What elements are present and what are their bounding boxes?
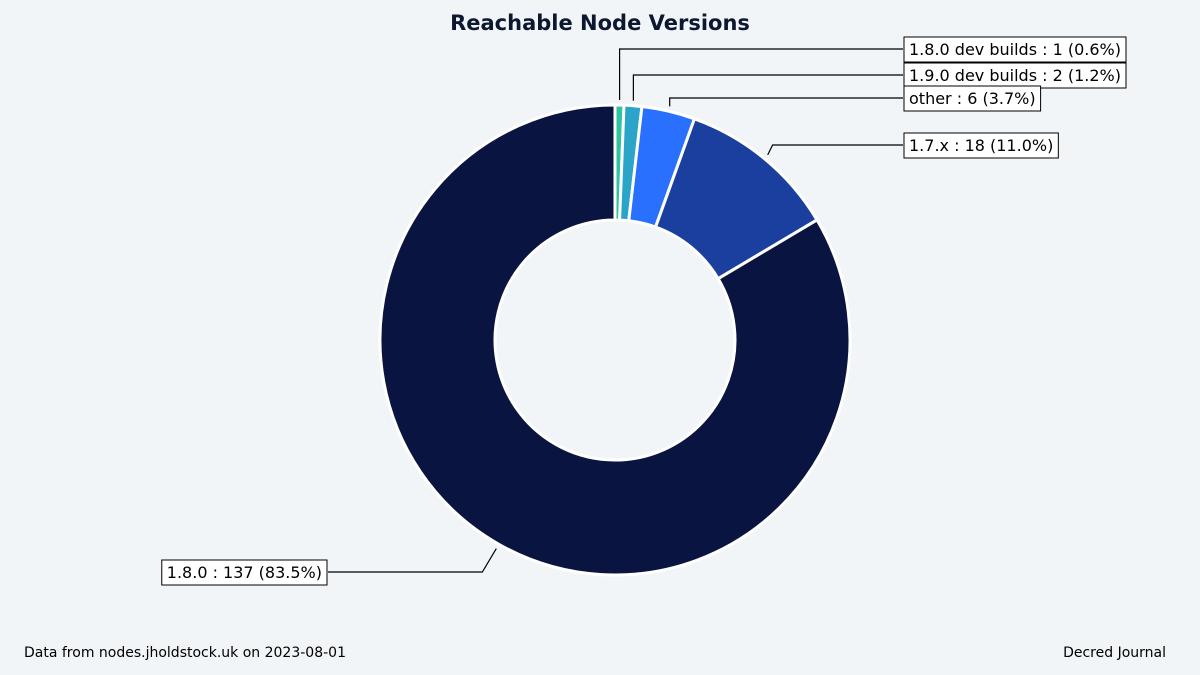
leader-line-2 [669,97,903,107]
slice-label-box-2 [903,85,1042,112]
slice-4 [378,103,852,577]
data-source-note: Data from nodes.jholdstock.uk on 2023-08… [24,645,346,661]
credit-note: Decred Journal [1063,645,1166,661]
slice-label-box-4 [161,559,328,586]
leader-line-4 [328,548,497,573]
leader-line-3 [767,144,903,156]
slice-label-1: 1.9.0 dev builds : 2 (1.2%) [909,66,1121,85]
label-group: 1.8.0 dev builds : 1 (0.6%) 1.9.0 dev bui… [161,36,1127,586]
slice-group [378,103,852,577]
slice-label-2: other : 6 (3.7%) [909,89,1036,108]
slice-label-box-3 [903,132,1059,159]
slice-label-4: 1.8.0 : 137 (83.5%) [167,563,322,582]
slice-label-3: 1.7.x : 18 (11.0%) [909,136,1053,155]
chart-title: Reachable Node Versions [450,11,750,35]
slice-label-box-1 [903,62,1127,89]
leader-line-1 [632,74,903,101]
slice-label-0: 1.8.0 dev builds : 1 (0.6%) [909,40,1121,59]
slice-label-box-0 [903,36,1127,63]
leader-line-0 [618,48,903,101]
